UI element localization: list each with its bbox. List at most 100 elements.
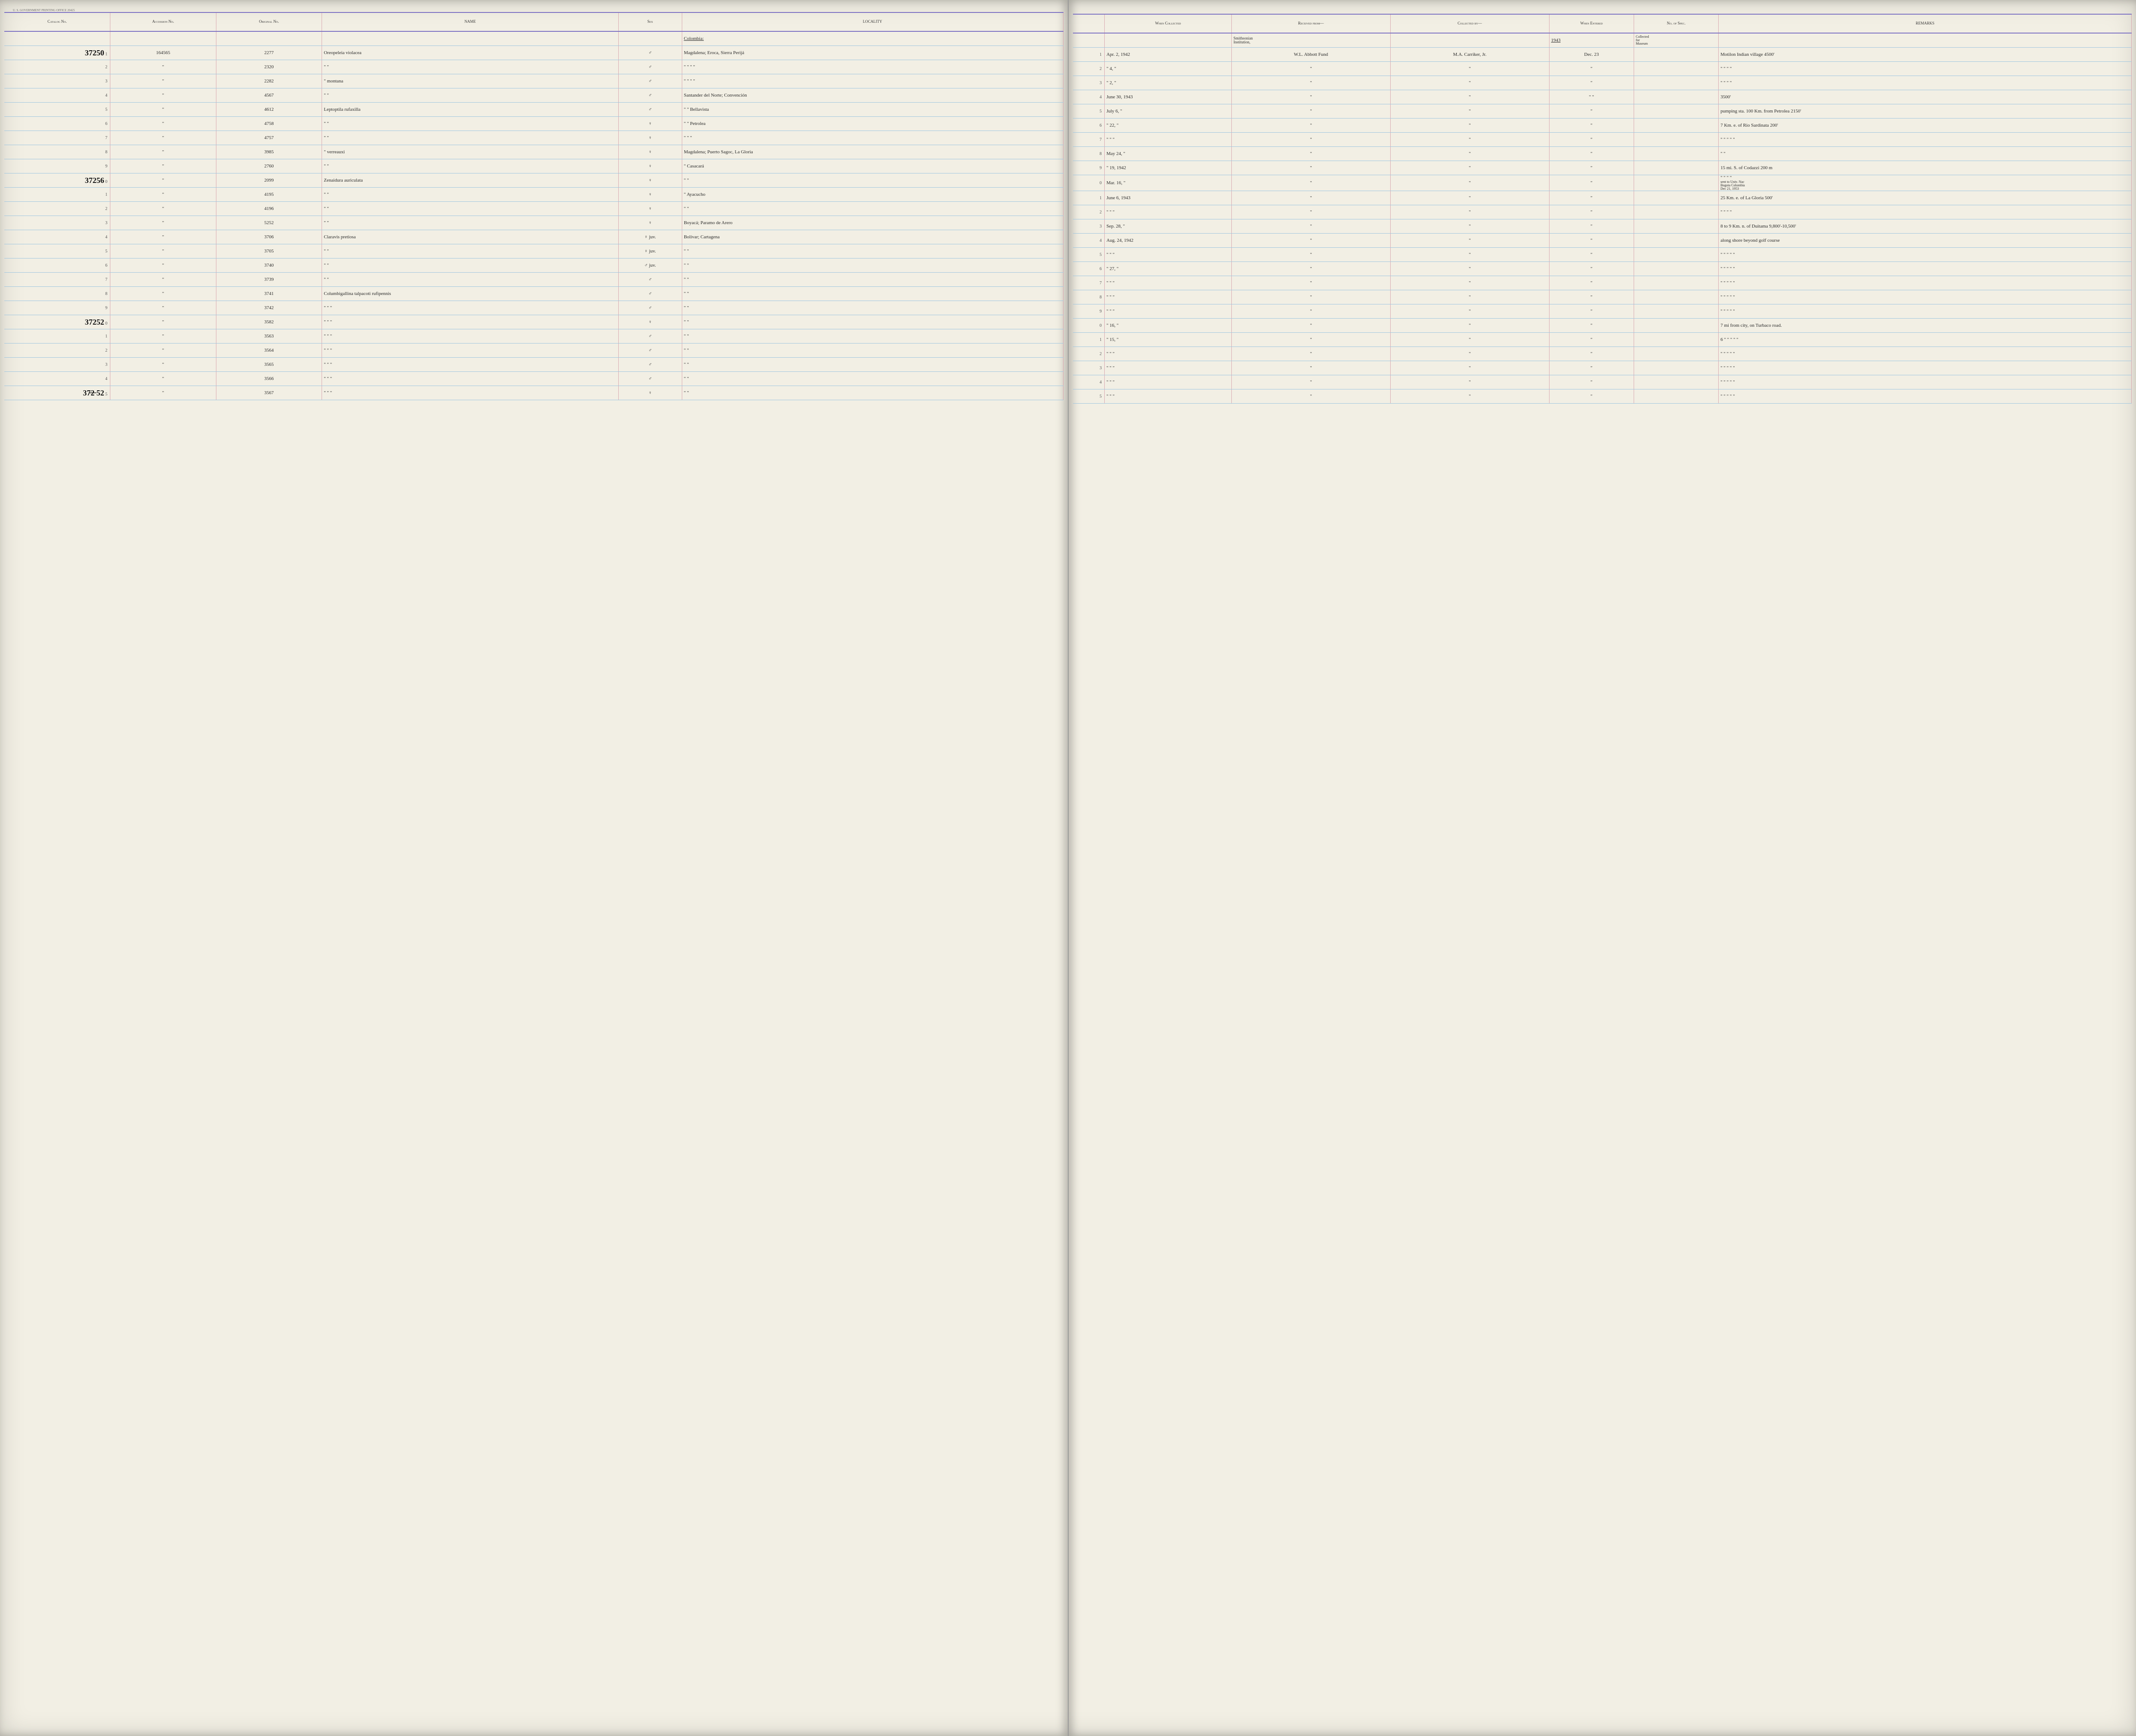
cell-received-from: " <box>1231 333 1390 347</box>
cell-remarks: Motilon Indian village 4500' <box>1719 48 2132 62</box>
cell-name: " " <box>322 216 618 230</box>
cell-when-entered: " <box>1549 104 1634 119</box>
table-row: 5" " """"" " " " " <box>1073 248 2132 262</box>
ledger-book: U. S. GOVERNMENT PRINTING OFFICE 20425 C… <box>0 0 2136 1736</box>
cell-name: Zenaidura auriculata <box>322 173 618 188</box>
table-row: 4"3706Claravis pretiosa♀ juv.Bolívar; Ca… <box>4 230 1063 244</box>
cell-accession: " <box>110 117 216 131</box>
cell-locality: " " <box>682 273 1063 287</box>
margin-annotation: sent to Univ. NacBogota ColombiaDec 21, … <box>1720 180 2130 191</box>
cell-name: " montana <box>322 74 618 88</box>
cell-catalog: 37252 0 <box>4 315 110 329</box>
cell-received-from: W.L. Abbott Fund <box>1231 48 1390 62</box>
cell-sex: ♂ juv. <box>618 258 682 273</box>
cell-locality: " " <box>682 344 1063 358</box>
cell-accession: " <box>110 358 216 372</box>
cell-catalog: 5 <box>4 244 110 258</box>
cell-name: " " " <box>322 315 618 329</box>
cell-accession: " <box>110 88 216 103</box>
cell-rownum: 1 <box>1073 48 1105 62</box>
cell-no-spec <box>1634 175 1718 191</box>
table-row: 2"3564" " "♂" " <box>4 344 1063 358</box>
cell-remarks: along shore beyond golf course <box>1719 234 2132 248</box>
cell-rownum: 6 <box>1073 119 1105 133</box>
cell-remarks: 15 mi. S. of Codazzi 200 m <box>1719 161 2132 175</box>
cell-remarks: pumping sta. 100 Km. from Petrolea 2150' <box>1719 104 2132 119</box>
cell-original: 2277 <box>216 46 322 60</box>
table-row: 5"4612Leptoptila rufaxilla♂" " Bellavist… <box>4 103 1063 117</box>
cell-catalog: 9 <box>4 301 110 315</box>
cell-received-from: " <box>1231 191 1390 205</box>
cell-locality: " " Petrolea <box>682 117 1063 131</box>
cell-collected-by: " <box>1390 161 1549 175</box>
cell-no-spec <box>1634 319 1718 333</box>
when-entered-year: 1943 <box>1549 33 1634 48</box>
cell-locality: " " Bellavista <box>682 103 1063 117</box>
cell-when-collected: " " " <box>1104 389 1231 404</box>
table-row: 37252 0"3582" " "♀" " <box>4 315 1063 329</box>
cell-rownum: 6 <box>1073 262 1105 276</box>
cell-name: " " <box>322 202 618 216</box>
cell-sex: ♂ <box>618 372 682 386</box>
cell-rownum: 5 <box>1073 248 1105 262</box>
table-row: 4" " """"" " " " " <box>1073 375 2132 389</box>
cell-when-entered: " <box>1549 389 1634 404</box>
cell-original: 3740 <box>216 258 322 273</box>
cell-accession: " <box>110 60 216 74</box>
cell-remarks: " " " " " <box>1719 276 2132 290</box>
cell-when-collected: Mar. 16, " <box>1104 175 1231 191</box>
header-row-left: Catalog No. Accession No. Original No. N… <box>4 12 1063 31</box>
table-row: 3"2282" montana♂" " " " <box>4 74 1063 88</box>
cell-when-entered: " <box>1549 76 1634 90</box>
table-row: 7" " """"" " " " " <box>1073 133 2132 147</box>
cell-remarks: " " " " <box>1719 62 2132 76</box>
cell-when-collected: July 6, " <box>1104 104 1231 119</box>
table-row: 9"2760" "♀" Casacará <box>4 159 1063 173</box>
cell-accession: " <box>110 159 216 173</box>
cell-collected-by: " <box>1390 62 1549 76</box>
cell-sex: ♂ <box>618 344 682 358</box>
cell-remarks: " " " " " <box>1719 347 2132 361</box>
cell-sex: ♀ juv. <box>618 230 682 244</box>
cell-collected-by: " <box>1390 304 1549 319</box>
cell-locality: " Ayacucho <box>682 188 1063 202</box>
table-row: 1June 6, 1943"""25 Km. e. of La Gloria 5… <box>1073 191 2132 205</box>
cell-rownum: 2 <box>1073 62 1105 76</box>
table-row: 2" " """"" " " " " <box>1073 347 2132 361</box>
table-row: 3"3565" " "♂" " <box>4 358 1063 372</box>
cell-original: 2320 <box>216 60 322 74</box>
cell-name: " " <box>322 88 618 103</box>
cell-accession: " <box>110 315 216 329</box>
catalog-number-handwritten: 37̶2̶ 52 <box>83 389 104 397</box>
cell-name: " " <box>322 273 618 287</box>
cell-when-collected: " 4, " <box>1104 62 1231 76</box>
cell-catalog: 3 <box>4 358 110 372</box>
col-received-from: Received from— <box>1231 14 1390 33</box>
cell-catalog: 37250 1 <box>4 46 110 60</box>
cell-collected-by: " <box>1390 319 1549 333</box>
cell-name: " " " <box>322 344 618 358</box>
cell-sex: ♂ <box>618 358 682 372</box>
table-row: 37̶2̶ 52 5"3567" " "♀" " <box>4 386 1063 400</box>
table-row: 5July 6, """"pumping sta. 100 Km. from P… <box>1073 104 2132 119</box>
cell-collected-by: " <box>1390 90 1549 104</box>
table-row: 2" " """"" " " " <box>1073 205 2132 219</box>
cell-accession: " <box>110 372 216 386</box>
cell-name: " " <box>322 258 618 273</box>
table-row: 3" " """"" " " " " <box>1073 361 2132 375</box>
cell-catalog: 4 <box>4 88 110 103</box>
cell-no-spec <box>1634 205 1718 219</box>
cell-sex: ♂ <box>618 46 682 60</box>
cell-received-from: " <box>1231 389 1390 404</box>
cell-no-spec <box>1634 347 1718 361</box>
cell-catalog: 6 <box>4 258 110 273</box>
col-rnum <box>1073 14 1105 33</box>
cell-no-spec <box>1634 248 1718 262</box>
cell-remarks: " " " " " <box>1719 361 2132 375</box>
cell-original: 3742 <box>216 301 322 315</box>
cell-rownum: 3 <box>1073 219 1105 234</box>
col-original: Original No. <box>216 12 322 31</box>
cell-when-entered: " <box>1549 304 1634 319</box>
cell-original: 3739 <box>216 273 322 287</box>
cell-catalog: 2 <box>4 202 110 216</box>
